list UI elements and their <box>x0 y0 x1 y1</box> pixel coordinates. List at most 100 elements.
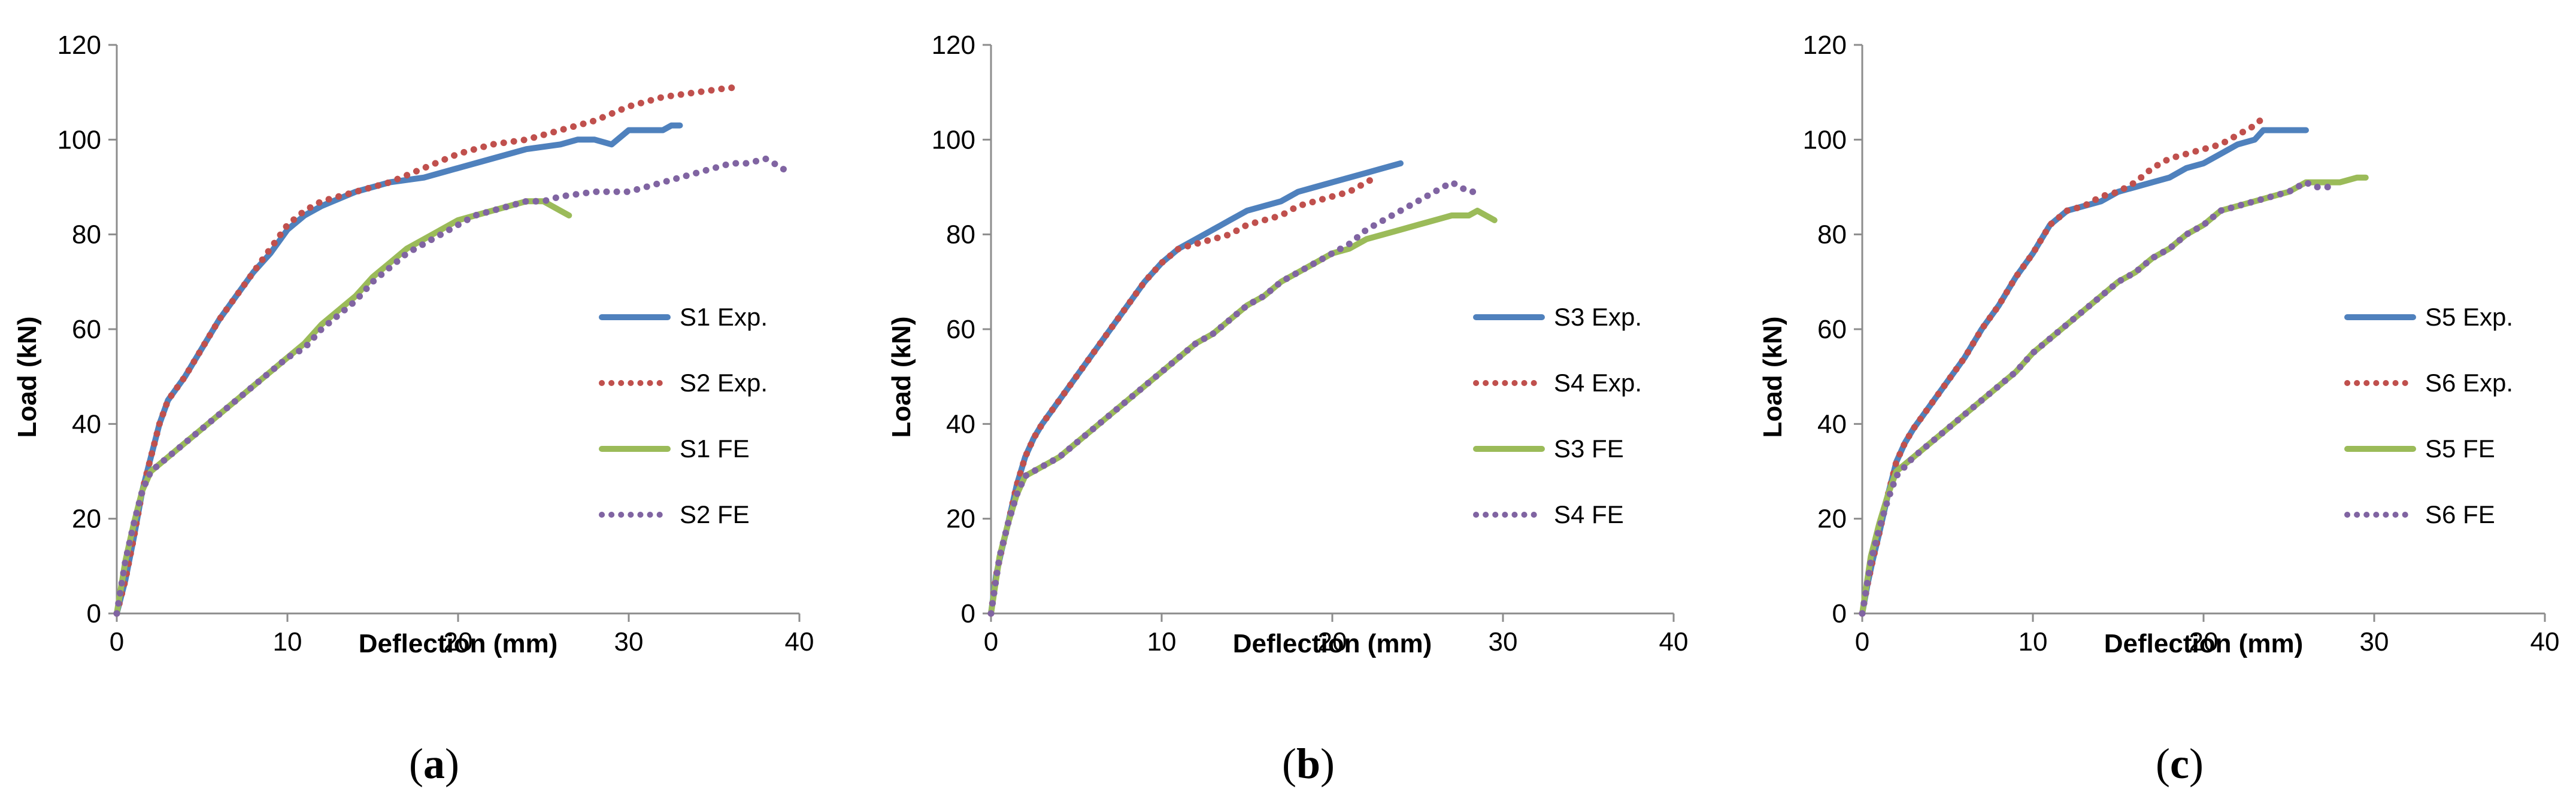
x-tick-label: 40 <box>1659 627 1689 657</box>
series-line <box>1859 117 2263 617</box>
legend-entry: S5 Exp. <box>2425 303 2513 331</box>
legend: S5 Exp. S6 Exp. S5 FE S6 FE <box>2344 303 2513 528</box>
legend-entry: S5 FE <box>2425 435 2495 463</box>
x-tick-label: 10 <box>273 627 302 657</box>
data-point <box>253 272 254 273</box>
data-point <box>2305 130 2307 131</box>
data-point <box>2050 338 2051 339</box>
data-point <box>2118 281 2119 282</box>
data-point <box>560 210 561 211</box>
data-point <box>1349 244 1350 245</box>
data-point <box>492 210 493 211</box>
data-point <box>1059 457 1060 458</box>
data-point <box>1315 187 1316 188</box>
data-point <box>2032 253 2033 254</box>
data-point <box>355 300 356 302</box>
data-point <box>560 196 561 197</box>
data-point <box>338 314 340 315</box>
data-point <box>2152 168 2153 169</box>
data-point <box>1451 215 1453 216</box>
data-point <box>338 309 340 311</box>
x-tick-label: 30 <box>614 627 644 657</box>
data-point <box>645 130 647 131</box>
data-point <box>1477 191 1478 192</box>
data-point <box>2357 177 2358 178</box>
data-point <box>2135 182 2136 183</box>
data-point <box>1366 229 1367 230</box>
data-point <box>236 400 237 401</box>
series-s6-fe <box>1859 179 2335 617</box>
data-point <box>662 182 663 183</box>
data-point <box>1930 442 1931 443</box>
data-point <box>125 561 126 562</box>
data-point <box>1281 200 1282 202</box>
data-point <box>202 428 203 429</box>
data-point <box>287 224 288 226</box>
data-point <box>2323 182 2324 183</box>
data-point <box>2289 191 2290 192</box>
data-point <box>184 376 186 377</box>
data-point <box>1468 215 1469 216</box>
data-point <box>1229 234 1231 235</box>
y-tick-label: 80 <box>1817 220 1847 250</box>
data-point <box>2305 182 2307 183</box>
data-point <box>1400 210 1401 211</box>
x-tick-label: 20 <box>1318 627 1347 657</box>
data-point <box>2135 187 2136 188</box>
data-point <box>526 200 527 202</box>
data-point <box>2220 210 2222 211</box>
x-tick-label: 0 <box>1855 627 1869 657</box>
legend-entry: S3 Exp. <box>1554 303 1642 331</box>
legend-entry: S6 FE <box>2425 500 2495 528</box>
data-point <box>2066 210 2068 211</box>
legend-entry: S4 FE <box>1554 500 1624 528</box>
data-point <box>1434 220 1435 221</box>
data-point <box>1213 333 1214 335</box>
data-point <box>1229 220 1231 221</box>
data-point <box>2169 248 2170 249</box>
y-tick-label: 40 <box>1817 409 1847 439</box>
x-tick-label: 10 <box>2019 627 2048 657</box>
data-point <box>1870 556 1871 557</box>
caption-open: ( <box>409 740 423 788</box>
data-point <box>321 200 322 202</box>
data-point <box>134 523 135 524</box>
x-tick-label: 20 <box>2189 627 2219 657</box>
x-tick-label: 0 <box>110 627 124 657</box>
data-point <box>2101 296 2102 297</box>
data-point <box>1400 229 1401 230</box>
x-tick-label: 0 <box>984 627 998 657</box>
data-point <box>2271 130 2272 131</box>
data-point <box>389 262 390 263</box>
x-tick-label: 10 <box>1147 627 1177 657</box>
series-line <box>987 179 1481 617</box>
data-point <box>1298 272 1299 273</box>
data-point <box>423 177 425 178</box>
data-point <box>999 556 1000 557</box>
data-point <box>526 139 527 140</box>
data-point <box>142 490 143 491</box>
data-point <box>2271 196 2272 197</box>
data-point <box>739 92 740 93</box>
y-tick-label: 20 <box>946 505 975 534</box>
x-tick-label: 40 <box>2530 627 2560 657</box>
data-point <box>2263 130 2264 131</box>
data-point <box>457 224 459 226</box>
series-s4-fe <box>987 179 1481 617</box>
data-point <box>2101 196 2102 197</box>
data-point <box>2066 324 2068 325</box>
data-point <box>184 442 186 443</box>
data-point <box>2237 144 2238 145</box>
caption-letter: b <box>1296 740 1320 788</box>
x-axis-title: Deflection (mm) <box>359 629 557 658</box>
data-point <box>1887 499 1889 500</box>
data-point <box>1247 305 1248 306</box>
y-tick-label: 60 <box>72 315 101 344</box>
data-point <box>116 613 117 614</box>
y-tick-label: 60 <box>1817 315 1847 344</box>
y-tick-label: 20 <box>72 505 101 534</box>
data-point <box>321 324 322 325</box>
data-point <box>543 200 544 202</box>
data-point <box>2050 224 2051 226</box>
y-tick-label: 0 <box>961 599 975 628</box>
